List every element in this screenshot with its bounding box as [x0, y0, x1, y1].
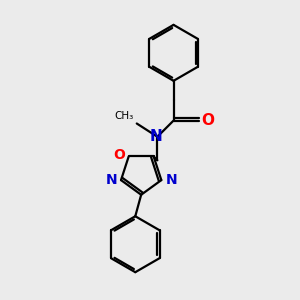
- Text: O: O: [202, 113, 214, 128]
- Text: N: N: [105, 173, 117, 187]
- Text: O: O: [113, 148, 125, 162]
- Text: CH₃: CH₃: [114, 111, 133, 121]
- Text: N: N: [166, 173, 177, 187]
- Text: N: N: [149, 129, 162, 144]
